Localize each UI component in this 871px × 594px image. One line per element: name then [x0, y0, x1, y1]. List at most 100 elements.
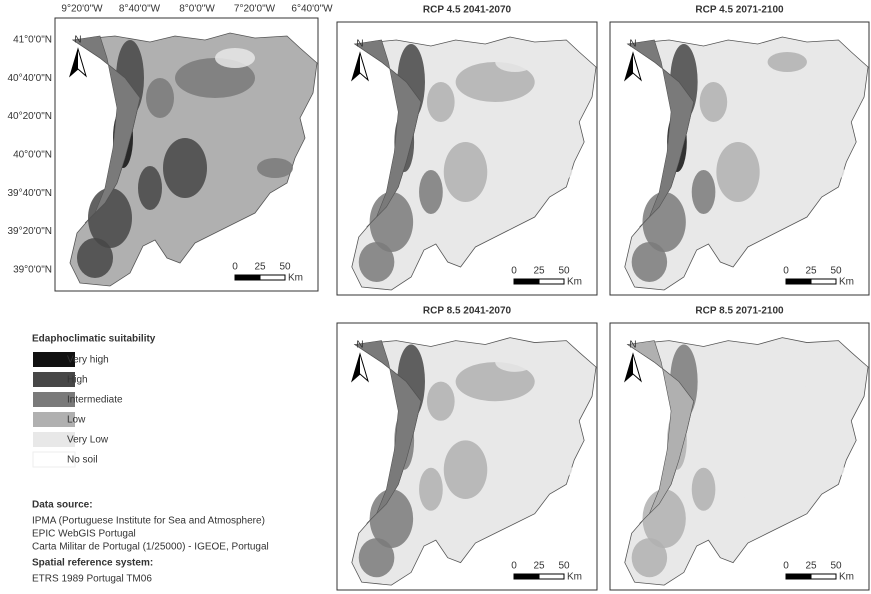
srs-heading: Spatial reference system: [32, 558, 153, 569]
scale-unit: Km [839, 572, 854, 583]
scale-bar-light [539, 279, 564, 284]
scale-unit: Km [567, 572, 582, 583]
scale-label: 25 [254, 262, 266, 273]
suitability-patch [768, 352, 807, 372]
panel-title: RCP 8.5 2071-2100 [695, 306, 784, 317]
latitude-label: 39°0'0"N [13, 264, 52, 275]
legend-label: Very high [67, 355, 109, 366]
longitude-label: 9°20'0"W [61, 4, 103, 15]
suitability-patch [505, 108, 564, 136]
suitability-patch [444, 142, 487, 202]
suitability-patch [537, 460, 573, 480]
scale-label: 50 [830, 561, 842, 572]
scale-label: 25 [533, 561, 545, 572]
suitability-patch [809, 460, 844, 480]
north-label: N [629, 39, 636, 50]
scale-label: 0 [232, 262, 238, 273]
latitude-label: 40°40'0"N [8, 73, 53, 84]
scale-label: 0 [511, 266, 517, 277]
north-label: N [74, 35, 81, 46]
suitability-patch [359, 242, 395, 282]
legend-label: Very Low [67, 435, 109, 446]
suitability-patch [495, 52, 535, 72]
legend-label: High [67, 375, 88, 386]
suitability-patch [257, 158, 293, 178]
suitability-patch [537, 162, 573, 182]
scale-bar-light [811, 574, 836, 579]
suitability-patch [419, 468, 443, 511]
suitability-patch [716, 142, 759, 202]
scale-bar-dark [514, 279, 539, 284]
panel-title: RCP 8.5 2041-2070 [423, 306, 512, 317]
suitability-patch [215, 48, 255, 68]
suitability-patch [777, 108, 836, 136]
source-heading: Data source: [32, 500, 93, 511]
scale-bar-dark [786, 279, 811, 284]
srs-value: ETRS 1989 Portugal TM06 [32, 574, 152, 585]
latitude-label: 40°0'0"N [13, 150, 52, 161]
suitability-patch [777, 407, 836, 434]
longitude-label: 8°40'0"W [119, 4, 161, 15]
figure: N02550KmRCP 4.5 2041-2070N02550KmRCP 4.5… [0, 0, 871, 594]
scale-label: 50 [279, 262, 291, 273]
scale-label: 50 [558, 561, 570, 572]
suitability-patch [138, 166, 162, 210]
scale-label: 0 [511, 561, 517, 572]
suitability-patch [700, 82, 728, 122]
panel-title: RCP 4.5 2041-2070 [423, 5, 512, 16]
legend-label: Intermediate [67, 395, 123, 406]
scale-label: 0 [783, 266, 789, 277]
scale-label: 25 [533, 266, 545, 277]
suitability-patch [632, 242, 667, 282]
suitability-patch [495, 352, 535, 372]
legend-label: Low [67, 415, 86, 426]
suitability-patch [692, 170, 716, 214]
scale-bar-light [260, 275, 285, 280]
source-line: Carta Militar de Portugal (1/25000) - IG… [32, 542, 269, 553]
north-label: N [356, 340, 363, 351]
scale-bar-light [811, 279, 836, 284]
scale-unit: Km [839, 277, 854, 288]
scale-bar-dark [235, 275, 260, 280]
scale-label: 50 [558, 266, 570, 277]
longitude-label: 7°20'0"W [234, 4, 276, 15]
suitability-patch [700, 382, 728, 421]
suitability-patch [505, 407, 564, 434]
scale-label: 50 [830, 266, 842, 277]
scale-bar-dark [514, 574, 539, 579]
suitability-patch [632, 538, 667, 577]
suitability-patch [427, 82, 455, 122]
source-line: IPMA (Portuguese Institute for Sea and A… [32, 516, 265, 527]
scale-label: 25 [805, 561, 817, 572]
latitude-label: 40°20'0"N [8, 111, 53, 122]
longitude-label: 8°0'0"W [179, 4, 215, 15]
scale-unit: Km [567, 277, 582, 288]
latitude-label: 39°20'0"N [8, 226, 53, 237]
legend-label: No soil [67, 455, 98, 466]
suitability-patch [77, 238, 113, 278]
scale-label: 25 [805, 266, 817, 277]
latitude-label: 39°40'0"N [8, 188, 53, 199]
suitability-patch [444, 440, 487, 499]
suitability-patch [768, 52, 807, 72]
scale-unit: Km [288, 273, 303, 284]
scale-label: 0 [783, 561, 789, 572]
suitability-patch [359, 538, 395, 577]
suitability-patch [692, 468, 716, 511]
source-line: EPIC WebGIS Portugal [32, 529, 136, 540]
north-label: N [629, 340, 636, 351]
longitude-label: 6°40'0"W [291, 4, 333, 15]
suitability-patch [225, 104, 285, 132]
suitability-patch [419, 170, 443, 214]
latitude-label: 41°0'0"N [13, 35, 52, 46]
suitability-patch [163, 138, 207, 198]
north-label: N [356, 39, 363, 50]
suitability-patch [809, 162, 844, 182]
suitability-patch [716, 440, 759, 499]
legend-title: Edaphoclimatic suitability [32, 334, 156, 345]
scale-bar-light [539, 574, 564, 579]
suitability-patch [427, 382, 455, 421]
scale-bar-dark [786, 574, 811, 579]
panel-title: RCP 4.5 2071-2100 [695, 5, 784, 16]
suitability-patch [146, 78, 174, 118]
